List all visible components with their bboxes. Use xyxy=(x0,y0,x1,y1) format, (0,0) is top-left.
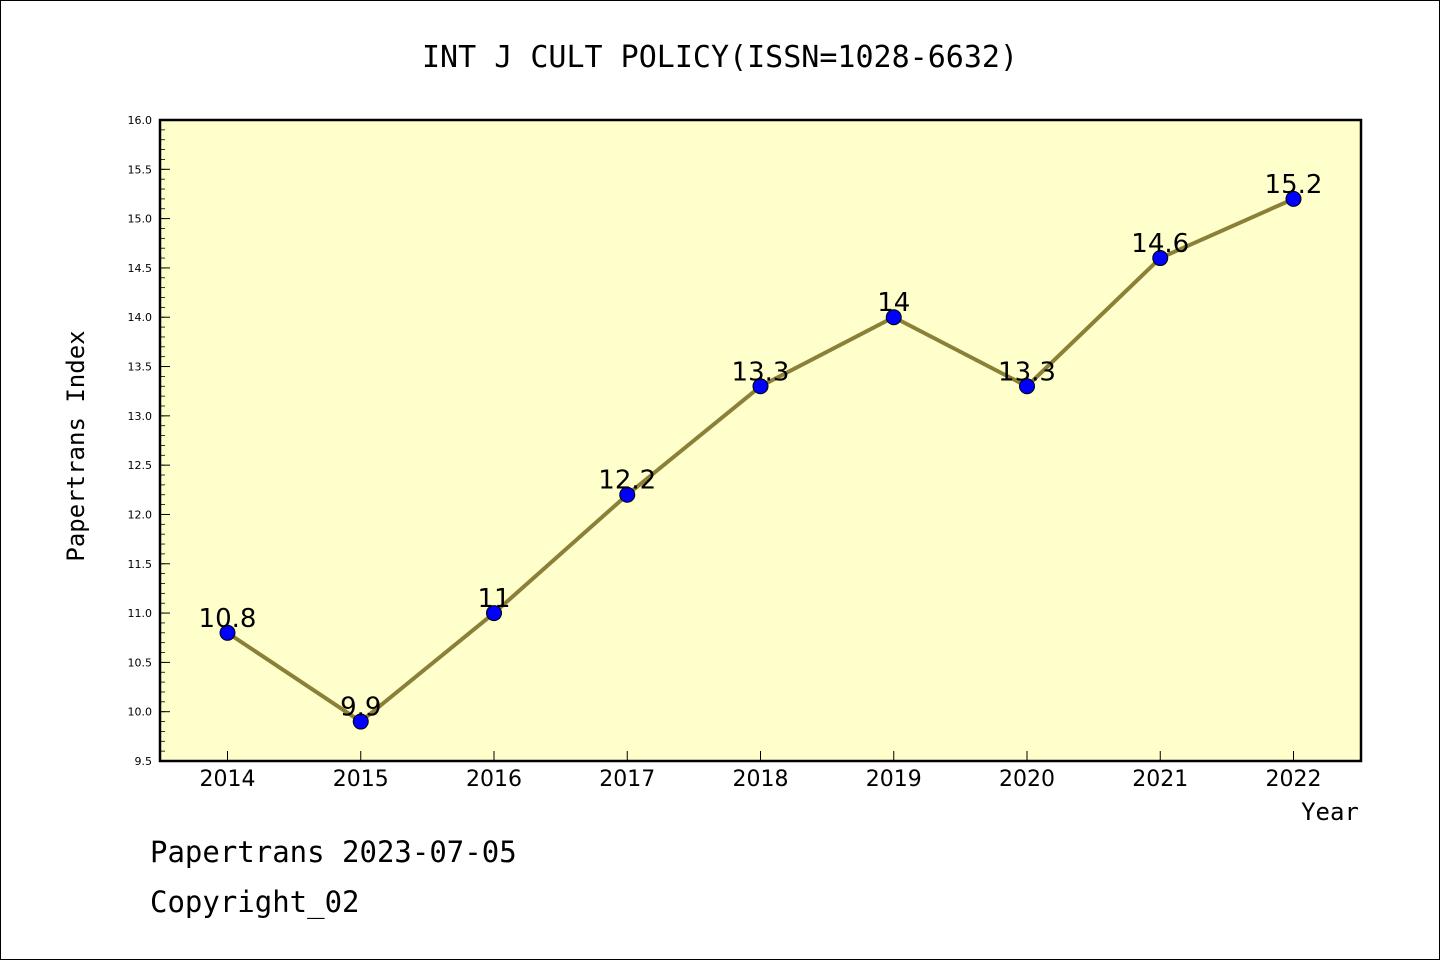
y-tick-label: 15.5 xyxy=(128,163,153,176)
data-point xyxy=(885,309,902,326)
x-tick-label: 2016 xyxy=(466,767,522,792)
data-label: 10.8 xyxy=(199,604,257,634)
chart-title: INT J CULT POLICY(ISSN=1028-6632) xyxy=(422,40,1018,75)
y-axis-label: Papertrans Index xyxy=(62,330,90,561)
y-axis: 9.5 10.0 10.5 11.0 11.5 12.0 12.5 13.0 13.5 14.0 1… xyxy=(128,114,170,768)
data-point xyxy=(1285,190,1302,207)
data-point xyxy=(619,486,636,503)
y-tick-label: 15.0 xyxy=(128,213,153,226)
footer-date: Papertrans 2023-07-05 xyxy=(150,835,517,869)
x-tick-label: 2022 xyxy=(1266,767,1322,792)
x-tick-label: 2017 xyxy=(599,767,655,792)
x-axis: 2014 2015 2016 2017 2018 2019 2020 2021 2022 xyxy=(200,751,1322,792)
y-tick-label: 12.5 xyxy=(128,459,153,472)
data-label: 14 xyxy=(877,288,910,318)
y-tick-label: 13.0 xyxy=(128,410,153,423)
x-tick-label: 2021 xyxy=(1132,767,1188,792)
data-point xyxy=(1019,378,1035,395)
y-tick-label: 10.5 xyxy=(128,656,153,669)
series: 10.8 9.9 11 12.2 13.3 14 13.3 14.6 15.2 xyxy=(199,170,1323,730)
y-tick-label: 10.0 xyxy=(128,706,153,719)
data-label: 14.6 xyxy=(1131,229,1189,259)
plot-area xyxy=(158,118,1363,763)
y-tick-label: 11.0 xyxy=(128,607,153,620)
data-label: 11 xyxy=(477,584,510,614)
data-label: 15.2 xyxy=(1265,170,1323,200)
x-tick-label: 2020 xyxy=(999,767,1055,792)
data-point xyxy=(752,378,769,395)
x-tick-label: 2015 xyxy=(333,767,389,792)
y-tick-label: 11.5 xyxy=(128,558,153,571)
footer-copyright: Copyright_02 xyxy=(150,885,360,919)
data-label: 13.3 xyxy=(732,357,790,387)
x-axis-label: Year xyxy=(1301,798,1359,826)
x-tick-label: 2019 xyxy=(866,767,922,792)
x-tick-label: 2018 xyxy=(733,767,789,792)
y-tick-label: 12.0 xyxy=(128,508,153,521)
data-point xyxy=(486,605,502,622)
data-point xyxy=(352,713,369,730)
y-tick-label: 14.5 xyxy=(128,262,153,275)
data-point xyxy=(219,624,236,641)
y-tick-label: 14.0 xyxy=(128,311,153,324)
data-point xyxy=(1152,250,1169,267)
y-tick-label: 16.0 xyxy=(128,114,153,127)
data-label: 12.2 xyxy=(598,466,656,496)
y-tick-label: 9.5 xyxy=(135,755,153,768)
y-tick-label: 13.5 xyxy=(128,361,153,374)
data-label: 9.9 xyxy=(340,693,381,723)
data-label: 13.3 xyxy=(998,357,1056,387)
x-tick-label: 2014 xyxy=(200,767,256,792)
